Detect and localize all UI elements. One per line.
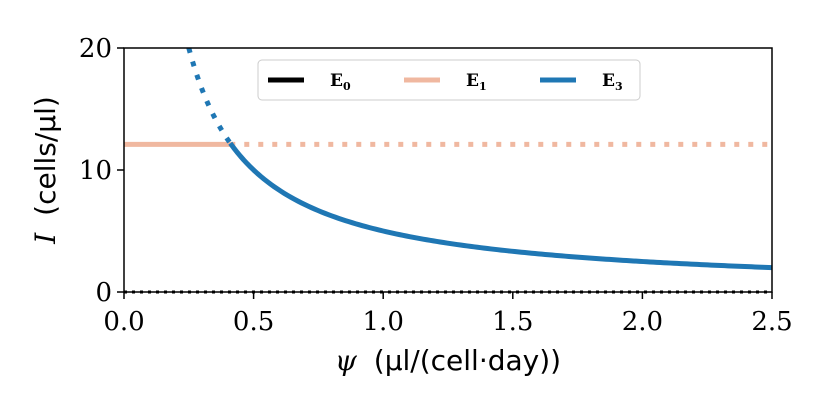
legend-label-e3: E3 (602, 71, 623, 93)
y-tick-label: 0 (95, 278, 112, 308)
x-tick-label: 1.0 (363, 307, 404, 337)
x-tick-label: 2.0 (622, 307, 663, 337)
x-tick-label: 0.5 (233, 307, 274, 337)
x-tick-label: 0.0 (103, 307, 144, 337)
x-axis-units: (μl/(cell·day)) (374, 344, 561, 377)
legend-box (257, 59, 641, 101)
y-axis-symbol: I (29, 232, 62, 245)
legend-label-e0: E0 (330, 71, 351, 93)
legend: E0 E1 E3 (257, 59, 641, 101)
y-tick-label: 10 (79, 156, 112, 186)
y-tick-label: 20 (79, 34, 112, 64)
y-axis-units: (cells/μl) (29, 96, 62, 216)
x-tick-label: 2.5 (751, 307, 792, 337)
y-axis-label: I (cells/μl) (29, 96, 62, 245)
series-e3-solid (228, 141, 773, 271)
ticks-layer: 0.0 0.5 1.0 1.5 2.0 2.5 0 10 20 (79, 34, 793, 337)
legend-label-e1: E1 (466, 71, 487, 93)
x-axis-symbol: ψ (335, 344, 358, 377)
x-axis-label: ψ (μl/(cell·day)) (335, 344, 561, 377)
series-layer (122, 47, 773, 294)
legend-items: E0 E1 E3 (268, 71, 623, 93)
series-e3-dotted (186, 47, 233, 145)
x-tick-label: 1.5 (492, 307, 533, 337)
